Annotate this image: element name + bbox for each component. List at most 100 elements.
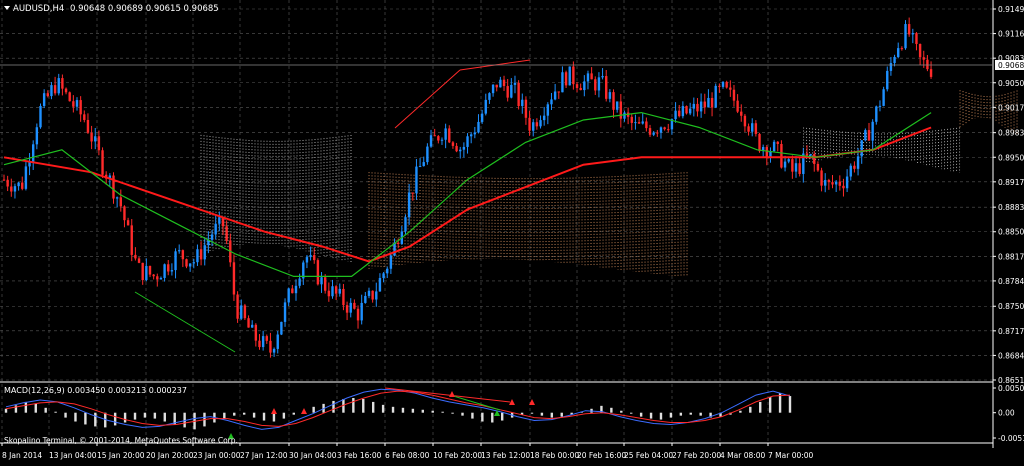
candle-body: [656, 132, 659, 134]
candle-body: [378, 278, 382, 292]
candle-body: [845, 176, 849, 189]
candle-body: [692, 103, 696, 109]
cloud-segment: [368, 172, 688, 278]
candle: [13, 183, 17, 199]
candle-body: [761, 147, 765, 152]
candle: [130, 219, 133, 262]
candle-body: [579, 87, 582, 91]
candle-body: [210, 234, 214, 240]
candle-body: [605, 76, 608, 99]
candle-body: [83, 114, 86, 120]
candle: [772, 139, 776, 153]
candle: [101, 147, 104, 178]
candle-body: [641, 121, 644, 124]
candle-body: [145, 265, 148, 281]
macd-y-tick-label: 0.00: [998, 409, 1015, 418]
candle: [389, 253, 393, 274]
candle-body: [491, 84, 495, 94]
candle: [407, 183, 411, 225]
candle: [451, 141, 455, 149]
candle-body: [678, 110, 681, 117]
candle-body: [218, 217, 221, 224]
candle-body: [707, 97, 710, 108]
candle: [813, 151, 816, 172]
candle-body: [776, 141, 779, 144]
candle: [605, 70, 608, 102]
candle-body: [853, 165, 856, 169]
candle: [349, 298, 352, 318]
candle: [926, 55, 929, 72]
candle-body: [510, 84, 513, 98]
candle-body: [46, 93, 49, 97]
candle-body: [747, 126, 750, 132]
candle: [459, 146, 462, 159]
candle: [641, 112, 644, 125]
candle: [72, 95, 75, 113]
macd-main-line: [5, 388, 791, 430]
candle-body: [740, 111, 743, 116]
candle-body: [426, 146, 429, 163]
candle: [612, 89, 615, 119]
candle: [667, 123, 670, 133]
candle-body: [842, 185, 845, 189]
candle-body: [156, 276, 159, 280]
candle: [674, 102, 677, 123]
candle-body: [586, 73, 590, 82]
macd-signal-line: [5, 390, 791, 427]
candle-body: [72, 101, 75, 107]
triangle-down-icon[interactable]: [4, 6, 10, 10]
candle-body: [411, 192, 414, 194]
candle: [236, 291, 239, 323]
candle-body: [451, 142, 455, 146]
candle-body: [922, 57, 925, 60]
candle-body: [838, 181, 842, 186]
candle-body: [167, 264, 170, 272]
candle-body: [926, 59, 929, 70]
candle-body: [886, 70, 889, 90]
candle-body: [929, 69, 933, 77]
candle-body: [918, 43, 922, 58]
candle: [590, 67, 593, 80]
macd-divergence-line: [384, 387, 511, 403]
arrow-up-icon: [228, 433, 234, 439]
candle: [174, 248, 177, 279]
candle: [250, 320, 254, 328]
candle: [583, 75, 586, 97]
candle-body: [236, 294, 239, 319]
candle: [57, 73, 60, 96]
candle: [145, 258, 148, 282]
candle: [426, 143, 429, 165]
candle-body: [367, 290, 371, 296]
candle: [663, 126, 666, 131]
x-tick-label: 10 Feb 20:00: [433, 451, 482, 460]
candle-body: [484, 99, 487, 114]
candle: [791, 155, 794, 179]
candle: [579, 83, 582, 91]
candle-body: [68, 92, 71, 102]
candle-body: [802, 153, 805, 174]
candle: [477, 114, 480, 134]
x-tick-label: 25 Feb 04:00: [624, 451, 673, 460]
candle-body: [437, 136, 440, 141]
candle: [597, 72, 601, 98]
candle: [302, 260, 305, 286]
candle-body: [480, 113, 484, 122]
candle: [31, 140, 35, 170]
candle: [780, 140, 783, 169]
candle: [827, 178, 831, 190]
x-tick-label: 7 Mar 00:00: [768, 451, 814, 460]
candle-body: [670, 119, 674, 130]
candle: [783, 155, 787, 172]
candle: [115, 196, 119, 208]
candle: [422, 156, 425, 167]
candle-body: [787, 159, 790, 162]
candle-body: [513, 82, 517, 85]
candle: [911, 28, 915, 44]
